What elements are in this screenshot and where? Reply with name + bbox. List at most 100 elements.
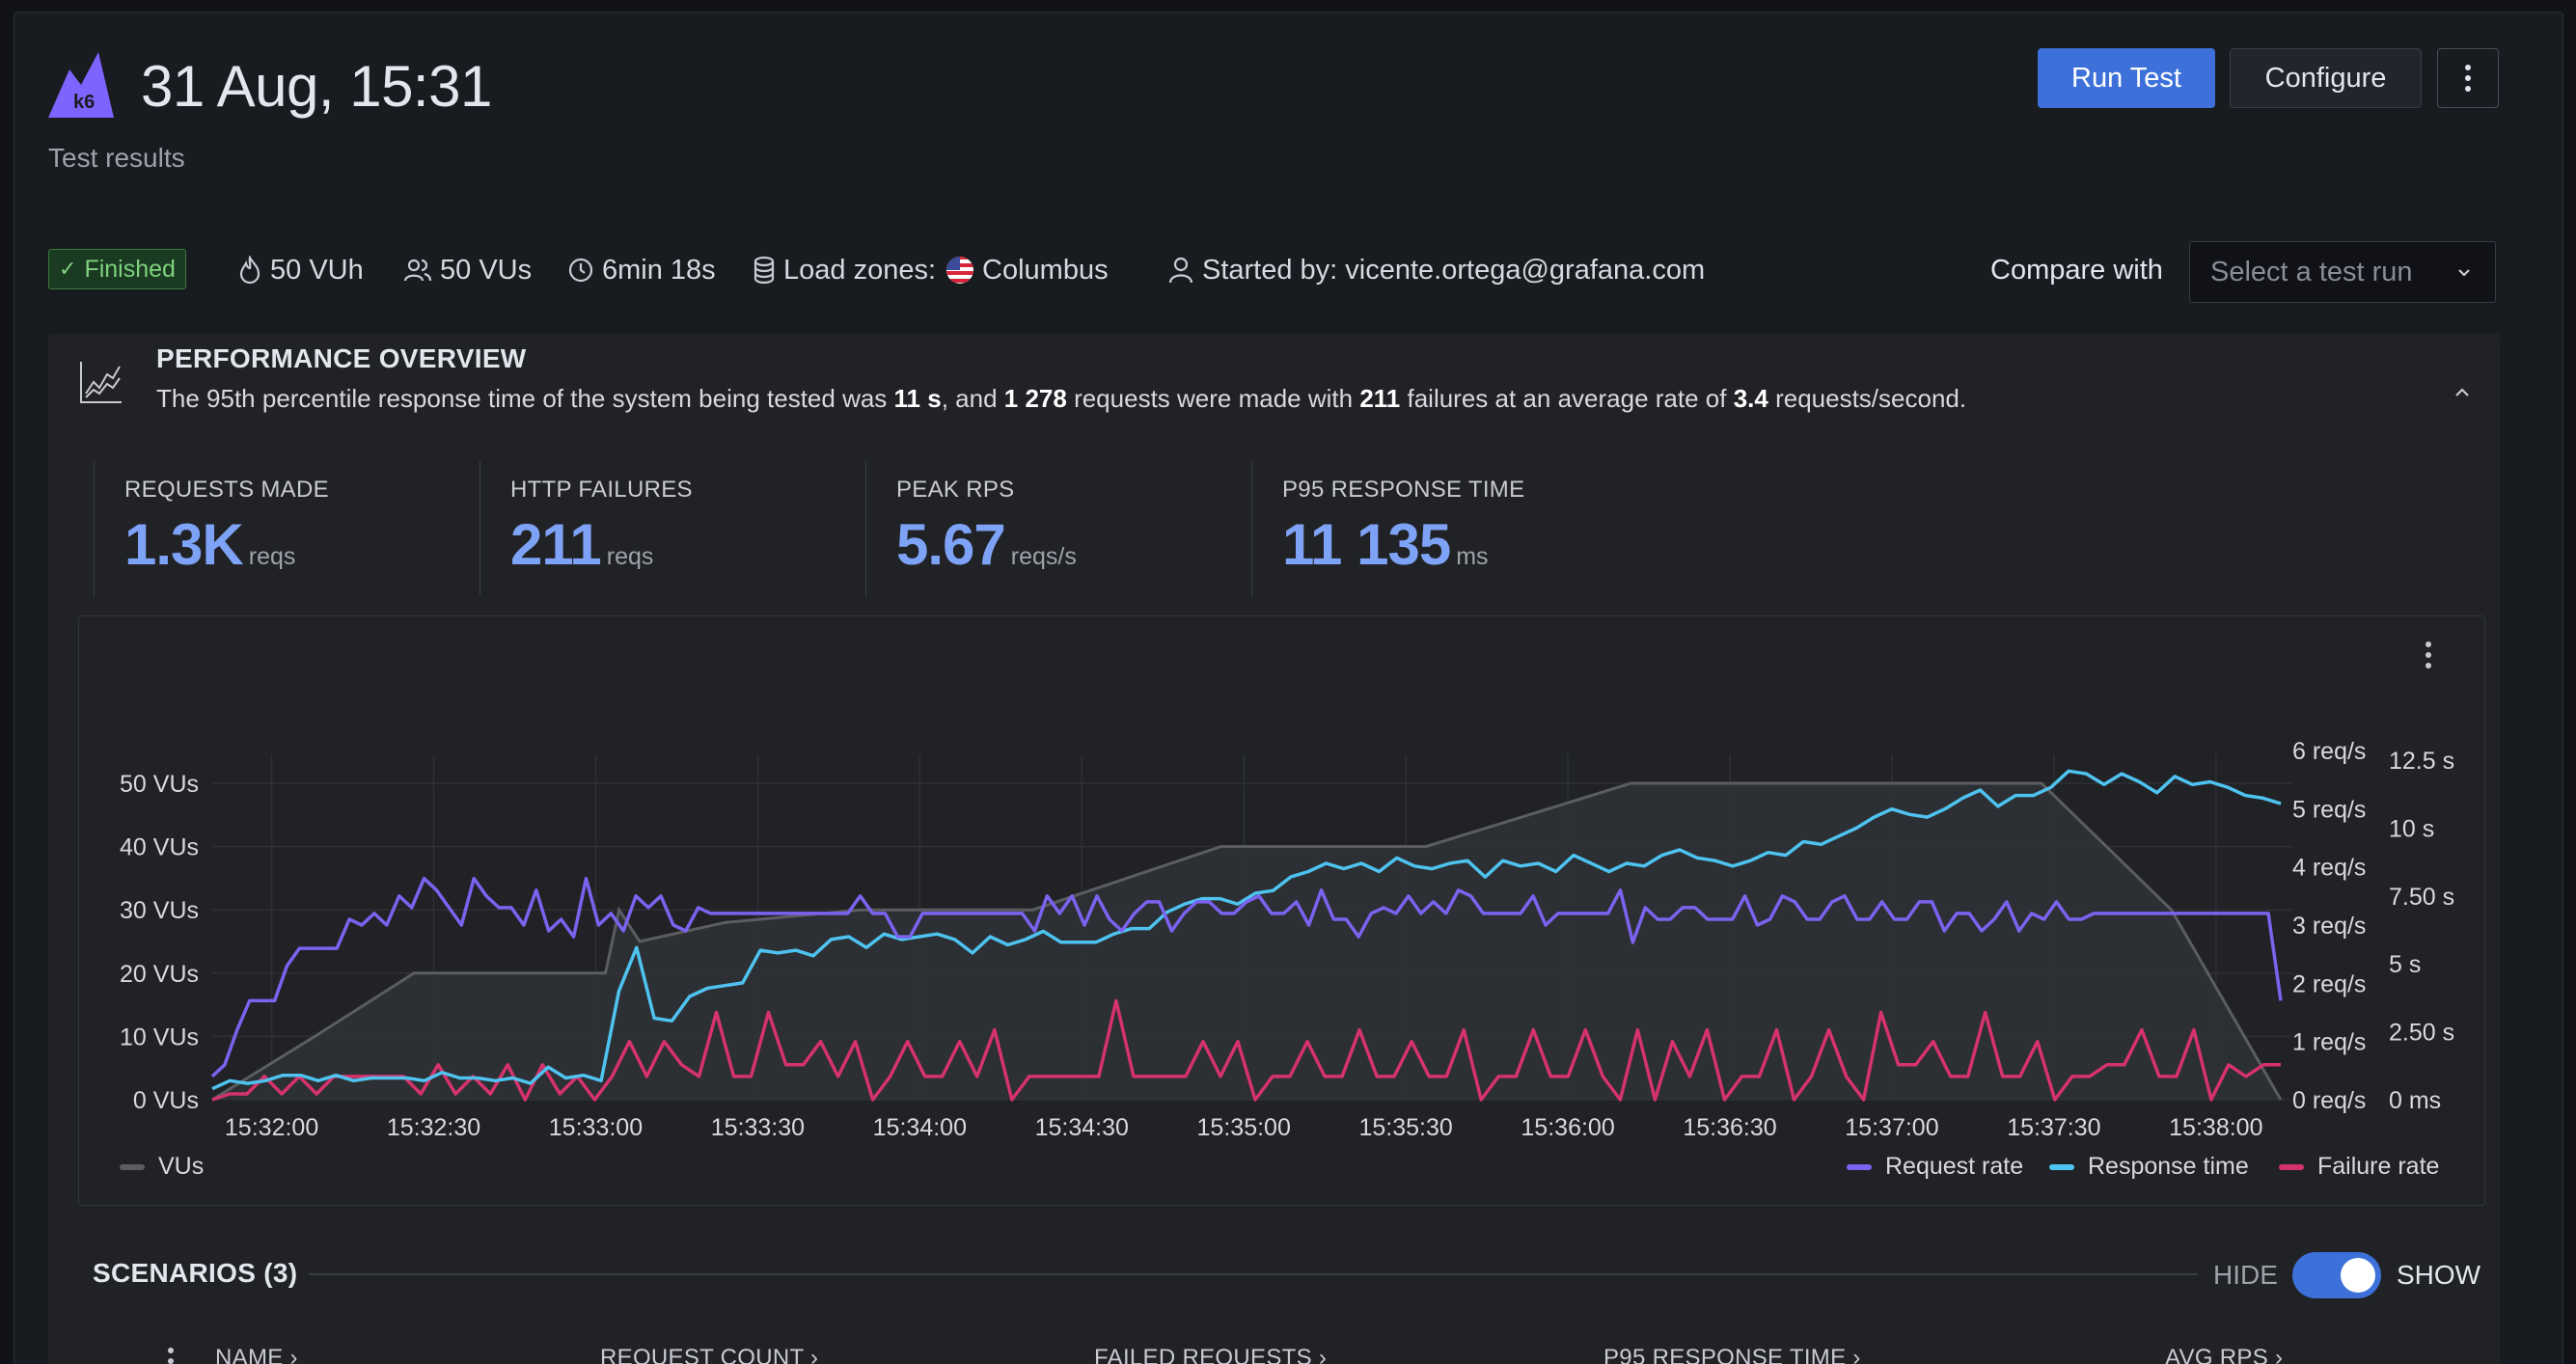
more-options-button[interactable]	[2437, 48, 2499, 108]
load-zones-info: Load zones: Columbus	[753, 249, 1109, 291]
y-axis-time-tick-label: 10 s	[2389, 815, 2434, 842]
legend-swatch	[2049, 1163, 2074, 1170]
column-header-failed-requests[interactable]: FAILED REQUESTS ›	[1094, 1345, 1328, 1364]
legend-swatch	[1847, 1163, 1872, 1170]
y-axis-tick-label: 40 VUs	[120, 834, 199, 861]
stat-label: REQUESTS MADE	[124, 477, 329, 503]
stat-label: PEAK RPS	[896, 477, 1015, 503]
stat-peak-rps: PEAK RPS 5.67 reqs/s	[865, 461, 1077, 596]
load-zone-text: Columbus	[982, 254, 1109, 286]
overview-summary: The 95th percentile response time of the…	[156, 384, 1967, 413]
y-axis-rps-tick-label: 0 req/s	[2292, 1087, 2366, 1114]
stat-p95-response-time: P95 RESPONSE TIME 11 135 ms	[1251, 461, 1524, 596]
y-axis-rps-tick-label: 4 req/s	[2292, 855, 2366, 882]
y-axis-rps-tick-label: 1 req/s	[2292, 1029, 2366, 1056]
column-header-request-count[interactable]: REQUEST COUNT ›	[600, 1345, 819, 1364]
stat-unit: reqs	[248, 543, 296, 570]
hide-label: HIDE	[2213, 1260, 2278, 1290]
y-axis-rps-tick-label: 2 req/s	[2292, 970, 2366, 997]
kebab-menu-icon	[2465, 65, 2471, 92]
flame-icon	[239, 256, 260, 285]
vus-text: 50 VUs	[440, 254, 533, 286]
legend-label: Failure rate	[2317, 1153, 2440, 1180]
compare-label: Compare with	[1990, 255, 2163, 286]
column-menu-icon[interactable]	[166, 1347, 176, 1364]
legend-label: VUs	[158, 1153, 205, 1180]
x-axis-tick-label: 15:36:00	[1521, 1114, 1614, 1138]
us-flag-icon	[946, 257, 974, 284]
chevron-down-icon	[2458, 269, 2470, 277]
user-icon	[1168, 257, 1193, 284]
stat-unit: reqs	[606, 543, 654, 570]
x-axis-tick-label: 15:37:30	[2007, 1114, 2100, 1138]
status-badge: ✓ Finished	[48, 249, 186, 289]
x-axis-tick-label: 15:34:00	[873, 1114, 967, 1138]
page-title: 31 Aug, 15:31	[141, 54, 492, 119]
x-axis-tick-label: 15:38:00	[2169, 1114, 2262, 1138]
x-axis-tick-label: 15:33:00	[549, 1114, 643, 1138]
compare-test-run-select[interactable]: Select a test run	[2189, 241, 2496, 303]
legend-swatch	[120, 1163, 145, 1170]
y-axis-time-tick-label: 12.5 s	[2389, 748, 2454, 775]
stat-label: HTTP FAILURES	[510, 477, 693, 503]
scenarios-toggle[interactable]	[2292, 1252, 2381, 1298]
y-axis-time-tick-label: 7.50 s	[2389, 884, 2454, 911]
y-axis-tick-label: 0 VUs	[133, 1087, 199, 1114]
stat-value: 1.3K	[124, 512, 244, 577]
vus-info: 50 VUs	[403, 249, 532, 291]
clock-icon	[568, 258, 593, 283]
y-axis-time-tick-label: 0 ms	[2389, 1087, 2441, 1114]
x-axis-tick-label: 15:35:00	[1197, 1114, 1291, 1138]
x-axis-tick-label: 15:33:30	[711, 1114, 805, 1138]
x-axis-tick-label: 15:32:30	[387, 1114, 480, 1138]
run-test-button[interactable]: Run Test	[2038, 48, 2215, 108]
y-axis-tick-label: 20 VUs	[120, 961, 199, 988]
scenarios-title: SCENARIOS (3)	[93, 1258, 298, 1288]
column-header-name[interactable]: NAME ›	[215, 1345, 298, 1364]
response-time-line	[211, 769, 2282, 1091]
stat-label: P95 RESPONSE TIME	[1282, 477, 1525, 503]
configure-button[interactable]: Configure	[2230, 48, 2422, 108]
collapse-chevron-icon[interactable]	[2451, 378, 2474, 407]
x-axis-tick-label: 15:32:00	[225, 1114, 318, 1138]
performance-chart-icon	[80, 362, 122, 403]
show-label: SHOW	[2397, 1260, 2481, 1290]
y-axis-rps-tick-label: 5 req/s	[2292, 796, 2366, 823]
status-text: Finished	[84, 255, 176, 283]
overview-title: PERFORMANCE OVERVIEW	[156, 343, 527, 373]
legend-response-time[interactable]: Response time	[2049, 1153, 2249, 1181]
stat-requests-made: REQUESTS MADE 1.3K reqs	[94, 461, 329, 596]
column-header-avg-rps[interactable]: AVG RPS ›	[2165, 1345, 2284, 1364]
stat-http-failures: HTTP FAILURES 211 reqs	[480, 461, 693, 596]
y-axis-tick-label: 10 VUs	[120, 1023, 199, 1050]
stat-value: 11 135	[1282, 512, 1451, 577]
duration-info: 6min 18s	[567, 249, 716, 291]
y-axis-tick-label: 30 VUs	[120, 897, 199, 924]
users-icon	[403, 259, 432, 282]
scenarios-divider	[309, 1273, 2198, 1275]
legend-vus[interactable]: VUs	[120, 1153, 204, 1181]
legend-failure-rate[interactable]: Failure rate	[2279, 1153, 2439, 1181]
chart-menu-icon[interactable]	[2424, 641, 2433, 669]
vuh-text: 50 VUh	[270, 254, 364, 286]
column-header-p95-response-time[interactable]: P95 RESPONSE TIME ›	[1603, 1345, 1861, 1364]
request-rate-line	[210, 876, 2283, 1078]
started-by-info: Started by: vicente.ortega@grafana.com	[1167, 249, 1705, 291]
legend-request-rate[interactable]: Request rate	[1847, 1153, 2023, 1181]
compare-placeholder: Select a test run	[2210, 256, 2413, 287]
legend-swatch	[2279, 1163, 2304, 1170]
y-axis-rps-tick-label: 3 req/s	[2292, 913, 2366, 940]
y-axis-rps-tick-label: 6 req/s	[2292, 738, 2366, 765]
toggle-knob	[2341, 1258, 2375, 1293]
y-axis-time-tick-label: 5 s	[2389, 951, 2421, 978]
check-icon: ✓	[59, 257, 77, 281]
vus-line	[211, 781, 2283, 1102]
x-axis-tick-label: 15:34:30	[1035, 1114, 1129, 1138]
stat-unit: reqs/s	[1010, 543, 1077, 570]
load-zones-label: Load zones:	[783, 254, 937, 286]
stat-unit: ms	[1456, 543, 1489, 570]
y-axis-time-tick-label: 2.50 s	[2389, 1020, 2454, 1047]
x-axis-tick-label: 15:37:00	[1845, 1114, 1938, 1138]
started-by-text: Started by: vicente.ortega@grafana.com	[1202, 254, 1706, 286]
logo-text: k6	[73, 92, 95, 113]
